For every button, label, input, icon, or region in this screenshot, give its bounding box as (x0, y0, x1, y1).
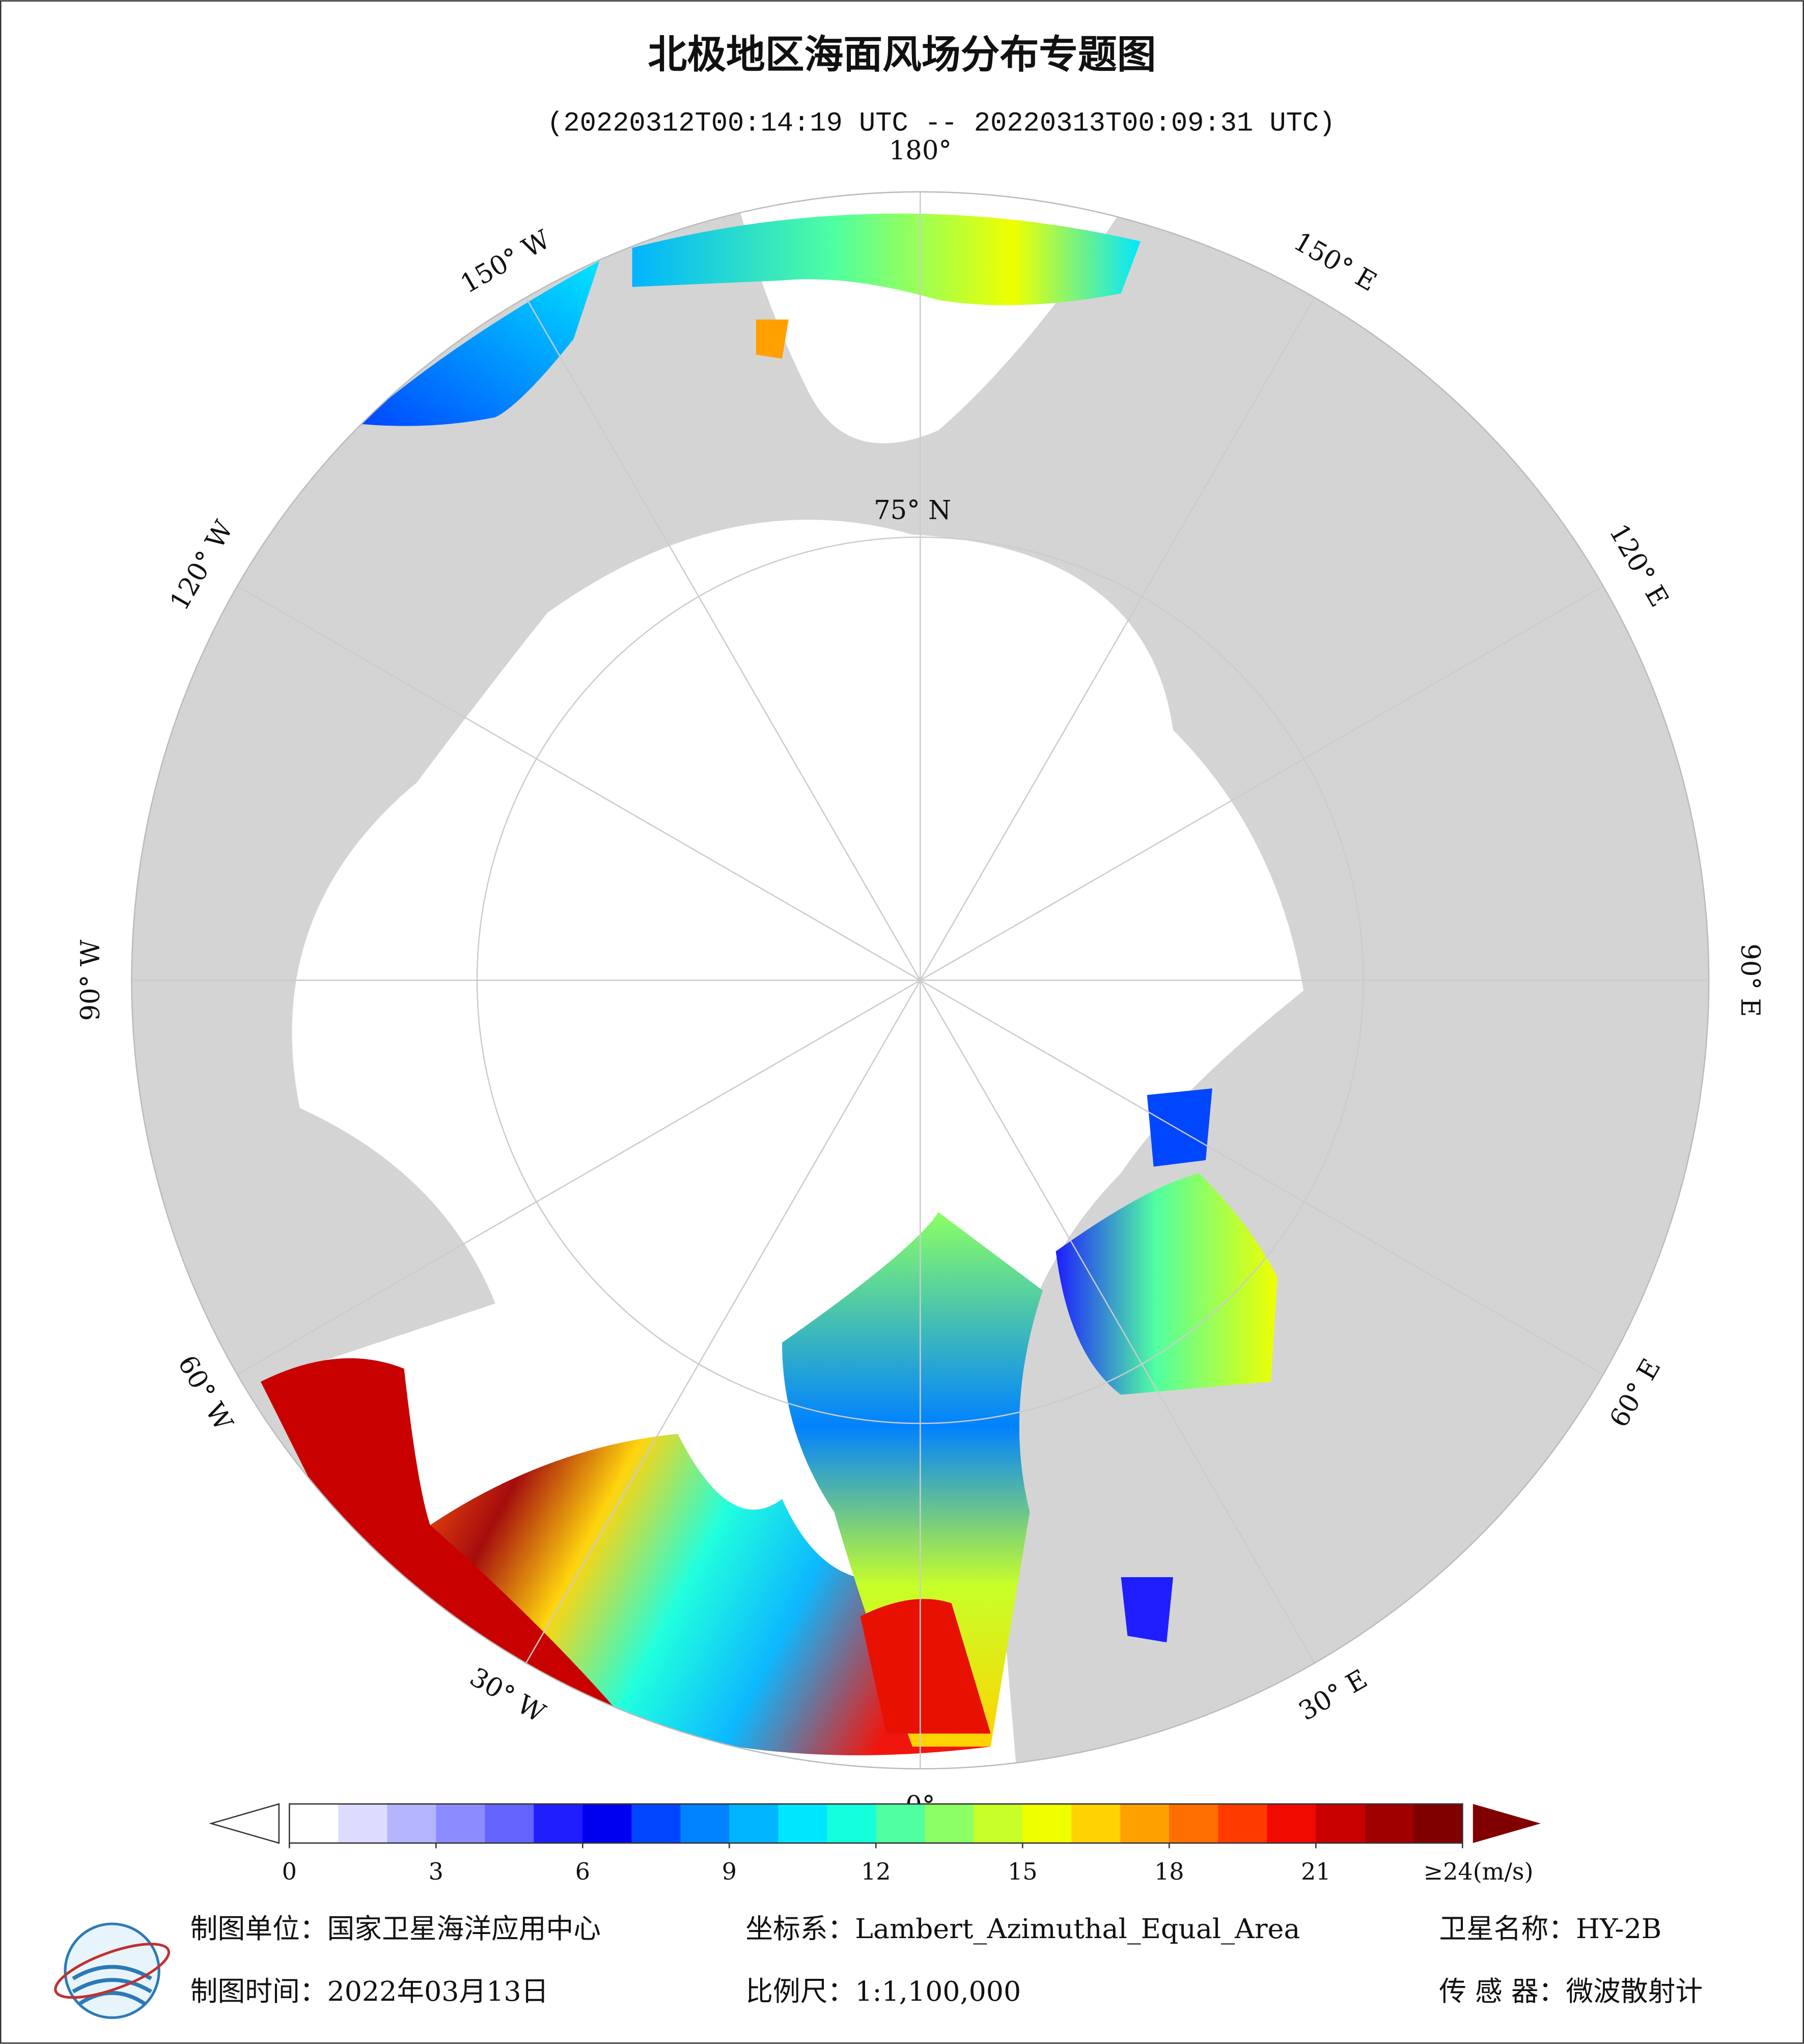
colorbar-tick-label: 3 (429, 1858, 443, 1885)
wind-swath-baltic (1121, 1577, 1173, 1643)
colorbar-cell (289, 1804, 339, 1843)
lon-label: 180° (889, 135, 952, 166)
title: 北极地区海面风场分布专题图 (648, 33, 1156, 78)
footer-date: 制图时间：2022年03月13日 (190, 1975, 549, 2007)
wind-swath-alaska (358, 261, 600, 426)
colorbar-cell (1022, 1804, 1072, 1843)
colorbar-cell (387, 1804, 437, 1843)
meridian (920, 297, 1315, 981)
colorbar-tick-label: 15 (1008, 1858, 1038, 1885)
colorbar-cell (876, 1804, 926, 1843)
colorbar-cell (534, 1804, 584, 1843)
colorbar-cell (582, 1804, 632, 1843)
colorbar-over (1473, 1804, 1541, 1843)
meridian (237, 979, 921, 1376)
colorbar-cell (1169, 1804, 1219, 1843)
meridian (920, 979, 1604, 1376)
colorbar-cell (1365, 1804, 1414, 1843)
meridian (920, 979, 1315, 1664)
colorbar-cell (925, 1804, 975, 1843)
colorbar-tick-label: 12 (861, 1858, 891, 1885)
footer-unit: 制图单位：国家卫星海洋应用中心 (190, 1913, 601, 1945)
wind-swath-small (756, 319, 789, 359)
colorbar-cell (1218, 1804, 1268, 1843)
meridian (525, 297, 921, 981)
subtitle: (20220312T00:14:19 UTC -- 20220313T00:09… (547, 108, 1335, 139)
wind-swath-norway (782, 1212, 1043, 1747)
colorbar-tick-label: 9 (722, 1858, 737, 1885)
wind-swath-north-sea (860, 1599, 991, 1734)
meridian (920, 585, 1604, 981)
colorbar-tick-label: ≥24(m/s) (1423, 1858, 1533, 1885)
footer-satellite: 卫星名称：HY-2B (1439, 1913, 1661, 1945)
wind-swath-labrador (260, 1358, 626, 1721)
map-disk (131, 191, 1709, 1769)
colorbar-tick-label: 18 (1154, 1858, 1184, 1885)
colorbar-cell (485, 1804, 535, 1843)
logo (54, 1922, 171, 2019)
colorbar-tick-label: 0 (282, 1858, 297, 1885)
wind-swath-barents (1056, 1173, 1278, 1395)
colorbar-tick-label: 21 (1301, 1858, 1331, 1885)
colorbar-cell (974, 1804, 1023, 1843)
lon-label: 90° W (75, 939, 106, 1021)
wind-swath-pacific (632, 213, 1141, 305)
colorbar-under (209, 1803, 280, 1844)
colorbar-cell (436, 1804, 486, 1843)
colorbar-cell (1267, 1804, 1317, 1843)
colorbar-cell (1316, 1804, 1366, 1843)
colorbar-cell (631, 1804, 681, 1843)
colorbar-cell (680, 1804, 730, 1843)
colorbar-cell (729, 1804, 779, 1843)
ocean (292, 519, 1303, 1769)
meridian (237, 585, 921, 981)
colorbar-cell (1071, 1804, 1121, 1843)
colorbar-cell (1413, 1804, 1463, 1843)
footer-sensor: 传 感 器：微波散射计 (1439, 1975, 1703, 2007)
lon-label: 90° E (1735, 943, 1765, 1017)
colorbar-cell (827, 1804, 877, 1843)
colorbar-cell (1120, 1804, 1170, 1843)
footer-scale: 比例尺：1:1,100,000 (745, 1975, 1021, 2007)
colorbar-cell (338, 1804, 388, 1843)
wind-swath-novaya (1147, 1088, 1212, 1167)
footer-crs: 坐标系：Lambert_Azimuthal_Equal_Area (745, 1913, 1300, 1945)
colorbar-tick-label: 6 (575, 1858, 590, 1885)
lat-label: 75° N (874, 495, 951, 525)
colorbar-cell (778, 1804, 828, 1843)
meridian (525, 979, 921, 1664)
map-border (131, 191, 1710, 1770)
